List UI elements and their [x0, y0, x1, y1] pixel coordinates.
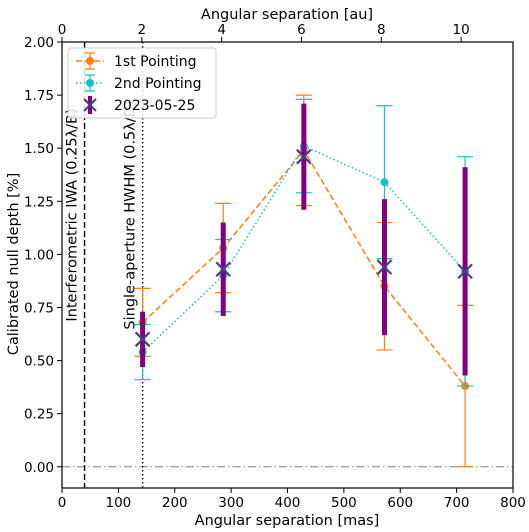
x-tick-label: 0	[58, 495, 67, 511]
x-tick-label: 200	[162, 495, 188, 511]
legend-box	[67, 47, 217, 119]
x-tick-label: 800	[500, 495, 526, 511]
legend-label-1: 1st Pointing	[114, 54, 197, 70]
legend: 1st Pointing 2nd Pointing 2023-05-25	[67, 47, 217, 119]
x2-axis-label: Angular separation [au]	[201, 7, 373, 23]
y-tick-label: 2.00	[24, 35, 54, 51]
legend-handle-marker	[86, 57, 94, 65]
legend-handle-marker	[83, 98, 97, 112]
legend-label-2: 2nd Pointing	[114, 76, 202, 92]
y-tick-label: 1.75	[24, 88, 54, 104]
series-3-point	[376, 259, 393, 275]
x2-tick-label: 4	[217, 22, 226, 38]
series-3-point	[296, 148, 312, 165]
x-tick-label: 100	[105, 495, 131, 511]
vline-label-1: Interferometric IWA (0.25λ/B)	[65, 108, 81, 321]
x-tick-label: 600	[387, 495, 413, 511]
x2-tick-label: 10	[453, 22, 470, 38]
legend-handle-marker	[86, 79, 94, 87]
series-2-point	[380, 178, 389, 187]
plot-area: Interferometric IWA (0.25λ/B) Single-aper…	[24, 22, 526, 511]
y-tick-label: 0.25	[24, 407, 54, 423]
series-3-point	[215, 261, 232, 278]
x2-tick-label: 6	[297, 22, 306, 38]
x2-tick-label: 0	[58, 22, 67, 38]
vline-label-2: Single-aperture HWHM (0.5λ/D)	[123, 100, 139, 329]
legend-label-3: 2023-05-25	[114, 98, 195, 114]
series-2-line	[142, 145, 466, 353]
series-3-point	[457, 263, 473, 280]
y-tick-label: 1.50	[24, 141, 54, 157]
y-axis-label: Calibrated null depth [%]	[6, 173, 22, 356]
x-tick-label: 700	[444, 495, 470, 511]
y-tick-label: 0.75	[24, 300, 54, 316]
y-tick-label: 0.00	[24, 460, 54, 476]
x-tick-label: 300	[218, 495, 244, 511]
x2-tick-label: 8	[377, 22, 386, 38]
x-tick-label: 400	[275, 495, 301, 511]
x-tick-label: 500	[331, 495, 357, 511]
x2-tick-label: 2	[138, 22, 147, 38]
y-tick-label: 0.50	[24, 354, 54, 370]
x-axis-label: Angular separation [mas]	[195, 513, 380, 529]
series-3-point	[134, 331, 151, 348]
y-tick-label: 1.00	[24, 247, 54, 263]
y-tick-label: 1.25	[24, 194, 54, 210]
